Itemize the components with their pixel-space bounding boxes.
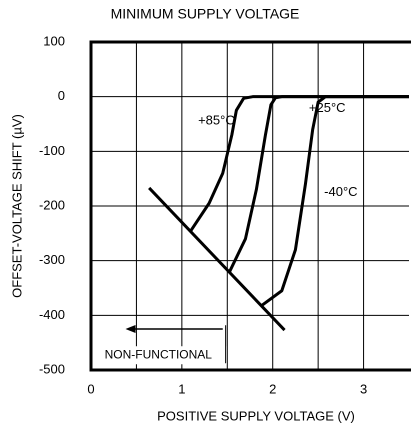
y-tick-label: -300 bbox=[39, 252, 65, 267]
annotation-arrowhead bbox=[125, 325, 136, 333]
plot-border bbox=[89, 40, 411, 372]
series-line bbox=[260, 95, 409, 308]
y-axis-label: OFFSET-VOLTAGE SHIFT (µV) bbox=[9, 114, 24, 298]
series-label: +85°C bbox=[198, 113, 235, 128]
x-axis-label: POSITIVE SUPPLY VOLTAGE (V) bbox=[157, 408, 355, 423]
y-tick-label: -200 bbox=[39, 197, 65, 212]
y-tick-label: -400 bbox=[39, 307, 65, 322]
y-tick-label: 100 bbox=[43, 33, 65, 48]
y-tick-label: 0 bbox=[58, 88, 65, 103]
series-line bbox=[227, 95, 409, 274]
series-line bbox=[189, 95, 409, 232]
annotation-text: NON-FUNCTIONAL bbox=[105, 347, 213, 361]
x-tick-label: 2 bbox=[269, 381, 276, 396]
x-tick-label: 3 bbox=[360, 381, 367, 396]
series-label: -40°C bbox=[324, 184, 357, 199]
boundary-line bbox=[148, 186, 286, 332]
x-tick-label: 1 bbox=[178, 381, 185, 396]
annotation-bg bbox=[102, 346, 227, 365]
chart-title: MINIMUM SUPPLY VOLTAGE bbox=[111, 6, 300, 22]
y-tick-label: -100 bbox=[39, 143, 65, 158]
series-label: +25°C bbox=[309, 100, 346, 115]
x-tick-label: 0 bbox=[87, 381, 94, 396]
y-tick-label: -500 bbox=[39, 361, 65, 376]
